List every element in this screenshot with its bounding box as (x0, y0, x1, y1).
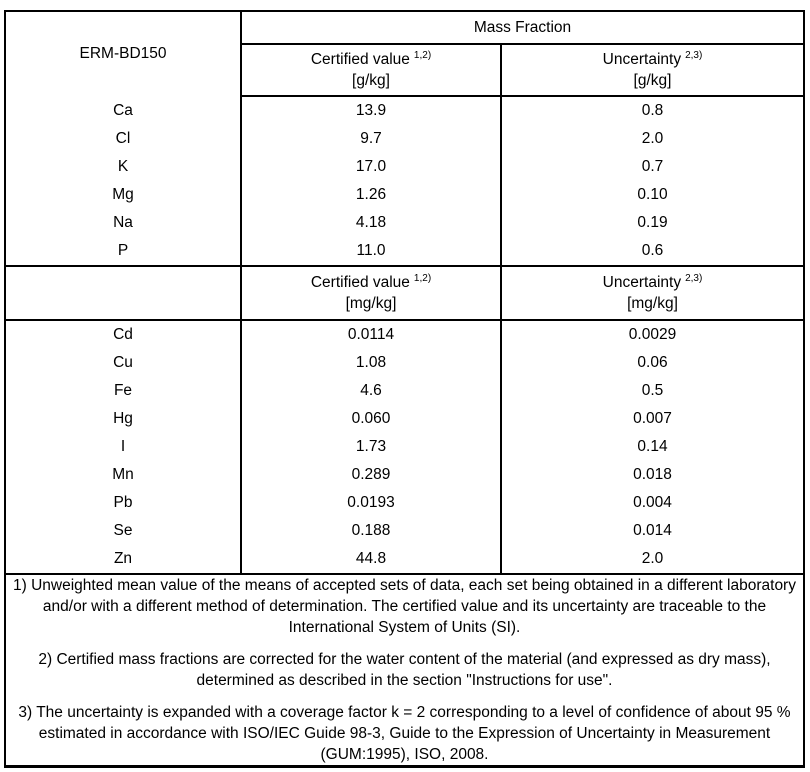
uncertainty-value: 0.06 (500, 349, 804, 377)
footnote-1: 1) Unweighted mean value of the means of… (13, 577, 796, 636)
uncertainty-value: 0.007 (500, 405, 804, 433)
element-symbol: Cd (113, 326, 133, 343)
certified-value: 0.289 (240, 461, 501, 489)
uncertainty-header-mgkg: Uncertainty 2,3) [mg/kg] (500, 266, 804, 321)
table-row: Cl 9.7 2.0 (5, 125, 804, 153)
certified-value-header-label: Certified value 1,2) (310, 49, 432, 68)
uncertainty-value: 0.7 (500, 153, 804, 181)
uncertainty-value: 0.14 (500, 433, 804, 461)
table-header-row: ERM-BD150 Mass Fraction (5, 11, 804, 62)
footnote-marker: 1,2) (413, 272, 432, 284)
uncertainty-value: 0.8 (500, 96, 804, 125)
uncertainty-value: 0.5 (500, 377, 804, 405)
uncertainty-value: 0.014 (500, 517, 804, 545)
table-row: Mg 1.26 0.10 (5, 181, 804, 209)
element-symbol: Pb (113, 494, 133, 511)
element-symbol: I (120, 438, 126, 455)
certified-value: 0.060 (240, 405, 501, 433)
uncertainty-value: 0.10 (500, 181, 804, 209)
mass-fraction-header: Mass Fraction (240, 11, 804, 45)
element-symbol: Cu (113, 354, 133, 371)
table-row: I 1.73 0.14 (5, 433, 804, 461)
uncertainty-header-label: Uncertainty 2,3) (602, 272, 703, 291)
table-subheader-row-mgkg: Certified value 1,2) [mg/kg] Uncertainty 2… (5, 266, 804, 321)
table-row: Cd 0.0114 0.0029 (5, 320, 804, 349)
element-symbol: Hg (113, 410, 133, 427)
footnote-marker: 1,2) (413, 49, 432, 61)
certified-value-header-gkg: Certified value 1,2) [g/kg] (240, 44, 501, 97)
certified-value: 1.08 (240, 349, 501, 377)
uncertainty-value: 0.0029 (500, 320, 804, 349)
table-row: Fe 4.6 0.5 (5, 377, 804, 405)
certified-value: 1.26 (240, 181, 501, 209)
table-row: Na 4.18 0.19 (5, 209, 804, 237)
certified-value-header-unit: [g/kg] (352, 72, 390, 89)
certified-value: 13.9 (240, 96, 501, 125)
footnotes-section: 1) Unweighted mean value of the means of… (5, 574, 804, 767)
empty-cell (5, 266, 241, 321)
element-symbol: Mn (112, 466, 134, 483)
uncertainty-header-gkg: Uncertainty 2,3) [g/kg] (500, 44, 804, 97)
footnote-2: 2) Certified mass fractions are correcte… (38, 651, 771, 689)
uncertainty-value: 2.0 (500, 545, 804, 575)
certified-value: 1.73 (240, 433, 501, 461)
element-symbol: Zn (5, 545, 241, 575)
footnotes-row: 1) Unweighted mean value of the means of… (5, 574, 804, 767)
table-row: Zn 44.8 2.0 (5, 545, 804, 575)
table-row: Pb 0.0193 0.004 (5, 489, 804, 517)
certified-value: 0.0193 (240, 489, 501, 517)
uncertainty-header-unit: [g/kg] (633, 72, 672, 89)
table-row: K 17.0 0.7 (5, 153, 804, 181)
table-subheader-row-gkg: Certified value 1,2) [g/kg] Uncertainty 2,… (5, 44, 804, 97)
certified-value-header-mgkg: Certified value 1,2) [mg/kg] (240, 266, 501, 321)
table-row: Cu 1.08 0.06 (5, 349, 804, 377)
table-row: Se 0.188 0.014 (5, 517, 804, 545)
element-symbol: P (5, 237, 241, 267)
table-row: Mn 0.289 0.018 (5, 461, 804, 489)
uncertainty-value: 0.19 (500, 209, 804, 237)
uncertainty-header-label: Uncertainty 2,3) (602, 49, 703, 68)
uncertainty-value: 0.6 (500, 237, 804, 267)
table-row: Hg 0.060 0.007 (5, 405, 804, 433)
element-symbol: Mg (112, 186, 134, 203)
element-symbol: Ca (113, 101, 133, 119)
footnote-marker: 2,3) (685, 272, 703, 284)
certified-value: 11.0 (240, 237, 501, 267)
certified-value-header-label: Certified value 1,2) (310, 272, 432, 291)
certified-value: 44.8 (240, 545, 501, 575)
uncertainty-value: 0.018 (500, 461, 804, 489)
certified-value: 4.6 (240, 377, 501, 405)
certified-value: 0.188 (240, 517, 501, 545)
uncertainty-header-unit: [mg/kg] (627, 295, 678, 312)
footnote-marker: 2,3) (685, 49, 703, 61)
certified-value: 4.18 (240, 209, 501, 237)
certified-value: 17.0 (240, 153, 501, 181)
certified-value-header-unit: [mg/kg] (345, 295, 397, 312)
element-symbol: Na (113, 214, 133, 231)
table-row: Ca 13.9 0.8 (5, 96, 804, 125)
element-symbol: K (117, 158, 129, 175)
element-symbol: Cl (115, 130, 131, 147)
uncertainty-value: 2.0 (500, 125, 804, 153)
table-row: P 11.0 0.6 (5, 237, 804, 267)
material-id: ERM-BD150 (79, 45, 167, 62)
certified-values-table: ERM-BD150 Mass Fraction Certified value 1… (4, 10, 805, 768)
certified-value: 0.0114 (240, 320, 501, 349)
element-symbol: Fe (113, 382, 133, 399)
uncertainty-value: 0.004 (500, 489, 804, 517)
footnote-3: 3) The uncertainty is expanded with a co… (18, 704, 791, 763)
element-symbol: Se (113, 522, 133, 539)
certified-value: 9.7 (240, 125, 501, 153)
